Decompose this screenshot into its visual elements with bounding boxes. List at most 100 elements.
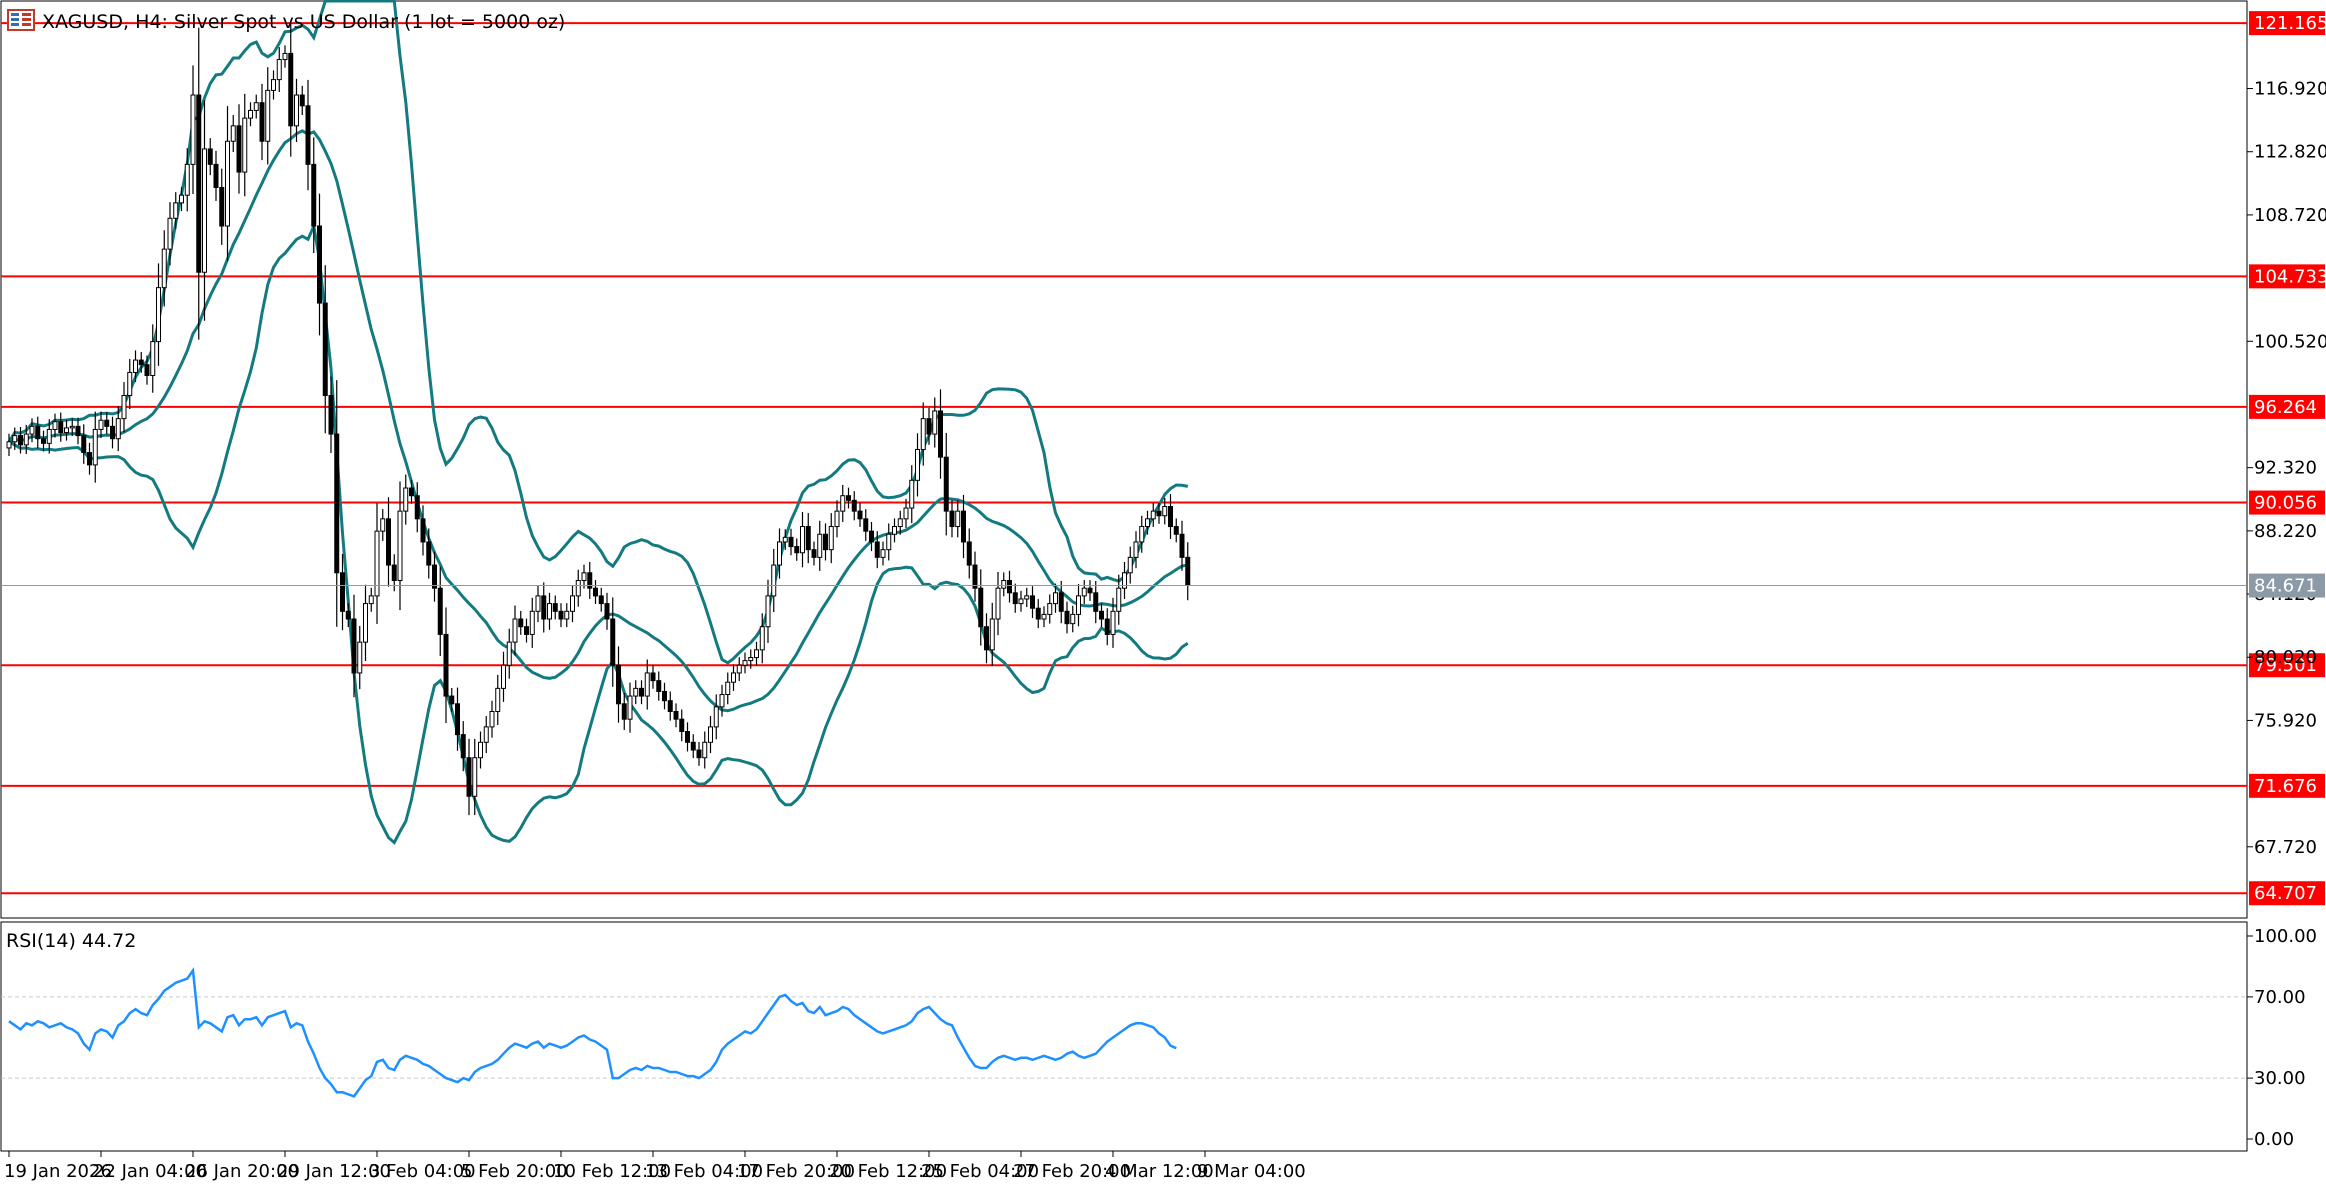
candle-body-6 — [41, 438, 46, 444]
candle-body-160 — [926, 418, 932, 435]
candle-body-2 — [18, 435, 23, 446]
candle-body-190 — [1099, 610, 1104, 620]
candle-body-150 — [869, 530, 874, 543]
candle-body-71 — [414, 495, 420, 520]
level-tag-3 — [2249, 490, 2325, 515]
candle-body-178 — [1030, 595, 1035, 609]
main-plot-frame — [0, 0, 2248, 919]
candle-body-73 — [426, 541, 432, 566]
candle-body-165 — [955, 510, 961, 528]
rsi-indicator: 100.00 70.00 30.00 0.00 — [1, 926, 2317, 1150]
candle-body-80 — [466, 757, 472, 797]
rsi-plot-frame — [0, 921, 2248, 1152]
rsi-tick-label-3: 0.00 — [2254, 1129, 2294, 1150]
candle-body-102 — [593, 587, 598, 597]
candle-body-174 — [1007, 579, 1012, 594]
candle-body-28 — [167, 217, 173, 250]
bollinger-upper — [7, 0, 1189, 665]
candle-body-22 — [133, 359, 138, 373]
rsi-tick-label-0: 100.00 — [2254, 926, 2317, 947]
candle-body-57 — [334, 433, 340, 574]
candle-body-14 — [87, 452, 92, 466]
level-tag-2 — [2249, 394, 2325, 419]
candle-body-156 — [903, 507, 909, 520]
candle-body-77 — [449, 695, 455, 705]
candle-body-198 — [1145, 518, 1150, 528]
candle-body-116 — [673, 710, 679, 720]
candle-body-44 — [259, 102, 265, 142]
candle-body-26 — [156, 287, 161, 343]
candle-body-87 — [506, 641, 512, 666]
candle-body-54 — [317, 225, 322, 304]
candle-body-20 — [121, 395, 127, 420]
candle-body-16 — [98, 419, 104, 430]
candle-body-152 — [880, 549, 886, 558]
candle-body-124 — [719, 694, 725, 708]
time-label-2: 26 Jan 20:00 — [185, 1161, 299, 1182]
candle-body-135 — [782, 536, 788, 543]
candle-body-88 — [512, 618, 518, 643]
chart-window-icon[interactable] — [7, 9, 35, 31]
time-label-8: 17 Feb 20:00 — [737, 1161, 855, 1182]
candle-body-12 — [75, 425, 81, 437]
bollinger-bands — [7, 0, 1189, 845]
price-axis: 116.920 112.820 108.720 100.520 92.320 88.220… — [2247, 79, 2326, 858]
candle-body-33 — [196, 94, 202, 273]
candle-body-154 — [892, 526, 897, 535]
candle-body-52 — [305, 105, 311, 165]
candle-body-86 — [501, 664, 506, 689]
candle-body-0 — [6, 441, 12, 449]
candle-body-10 — [64, 427, 69, 434]
candle-body-60 — [351, 618, 357, 674]
candle-body-131 — [759, 626, 765, 651]
candle-body-111 — [644, 672, 650, 697]
candle-body-109 — [633, 687, 639, 697]
candle-body-48 — [282, 52, 288, 61]
candle-body-76 — [443, 633, 449, 697]
candle-body-107 — [621, 703, 627, 720]
candle-body-176 — [1018, 598, 1024, 605]
candle-body-45 — [265, 89, 271, 142]
level-label-6: 64.707 — [2254, 883, 2317, 904]
candle-body-130 — [754, 649, 759, 659]
candle-body-173 — [1001, 579, 1007, 589]
candle-body-15 — [92, 428, 98, 466]
candle-body-121 — [702, 741, 708, 759]
candle-body-74 — [432, 564, 437, 589]
candle-body-62 — [363, 603, 368, 643]
candle-body-100 — [581, 572, 587, 581]
candle-body-163 — [943, 456, 949, 512]
candle-body-151 — [874, 541, 880, 558]
candle-body-41 — [242, 117, 248, 173]
price-tick-label-9: 67.720 — [2254, 837, 2317, 858]
time-label-4: 3 Feb 04:00 — [369, 1161, 476, 1182]
rsi-tick-label-2: 30.00 — [2254, 1068, 2306, 1089]
candle-body-113 — [656, 680, 662, 692]
candle-body-3 — [23, 433, 29, 446]
candle-body-141 — [817, 533, 823, 558]
candlesticks — [6, 22, 1191, 816]
candle-body-104 — [604, 603, 610, 620]
candle-body-122 — [708, 726, 713, 743]
level-tag-1 — [2249, 264, 2325, 289]
candle-body-194 — [1122, 572, 1127, 589]
candle-body-187 — [1081, 587, 1087, 597]
chart-title: XAGUSD, H4: Silver Spot vs US Dollar (1 … — [42, 11, 565, 33]
candle-body-191 — [1104, 618, 1110, 635]
price-tick-label-8: 75.920 — [2254, 710, 2317, 731]
candle-body-172 — [995, 587, 1001, 620]
level-label-4: 79.501 — [2254, 655, 2317, 676]
candle-body-167 — [966, 541, 972, 566]
candle-body-69 — [403, 487, 409, 512]
candle-body-27 — [161, 248, 167, 289]
candle-body-79 — [460, 734, 466, 759]
candle-body-51 — [299, 94, 305, 107]
time-label-7: 13 Feb 04:00 — [645, 1161, 763, 1182]
candle-body-153 — [886, 533, 892, 551]
candle-body-58 — [340, 572, 345, 612]
candle-body-126 — [731, 672, 736, 683]
rsi-line — [8, 967, 1177, 1098]
time-label-10: 25 Feb 04:00 — [921, 1161, 1039, 1182]
candle-body-189 — [1093, 592, 1099, 612]
candle-body-4 — [29, 425, 35, 435]
